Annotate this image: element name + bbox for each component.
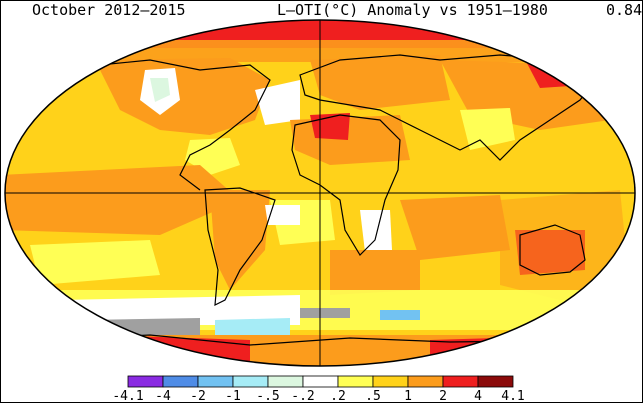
legend-swatch	[337, 375, 374, 388]
legend-swatch	[442, 375, 479, 388]
legend-tick-label: .5	[365, 389, 381, 403]
period-label: October 2012–2015	[32, 1, 186, 19]
anomaly-map	[4, 19, 636, 367]
south-america-orange	[210, 190, 270, 290]
legend-tick-label: -2	[190, 389, 206, 403]
legend-swatch	[127, 375, 164, 388]
legend-swatch	[267, 375, 304, 388]
legend-tick-label: .2	[330, 389, 346, 403]
indian-ocean-orange	[400, 195, 510, 260]
legend-swatch	[372, 375, 409, 388]
legend-tick-max: 4.1	[501, 389, 524, 403]
legend-swatch	[407, 375, 444, 388]
map-title: L–OTI(°C) Anomaly vs 1951–1980	[277, 1, 548, 19]
legend-tick-label: -1	[225, 389, 241, 403]
southern-africa-cool-spot	[360, 210, 392, 252]
global-mean-value: 0.84	[606, 1, 643, 19]
legend-swatch	[197, 375, 234, 388]
globe-outline	[4, 19, 636, 367]
north-america-orange-region	[95, 58, 270, 135]
legend-tick-label: 1	[404, 389, 412, 403]
legend-tick-label: -.2	[291, 389, 314, 403]
legend-swatch	[232, 375, 269, 388]
legend-swatch	[302, 375, 339, 388]
legend-swatch	[477, 375, 514, 388]
equatorial-pacific-orange	[5, 165, 240, 235]
legend-swatch	[162, 375, 199, 388]
legend-tick-label: 4	[474, 389, 482, 403]
eurasia-orange-region	[310, 55, 450, 110]
legend-tick-label: 2	[439, 389, 447, 403]
legend-tick-label: -4.1	[112, 389, 143, 403]
north-atlantic-cool-spot	[255, 80, 300, 125]
legend-tick-label: -.5	[256, 389, 279, 403]
legend-tick-label: -4	[155, 389, 171, 403]
